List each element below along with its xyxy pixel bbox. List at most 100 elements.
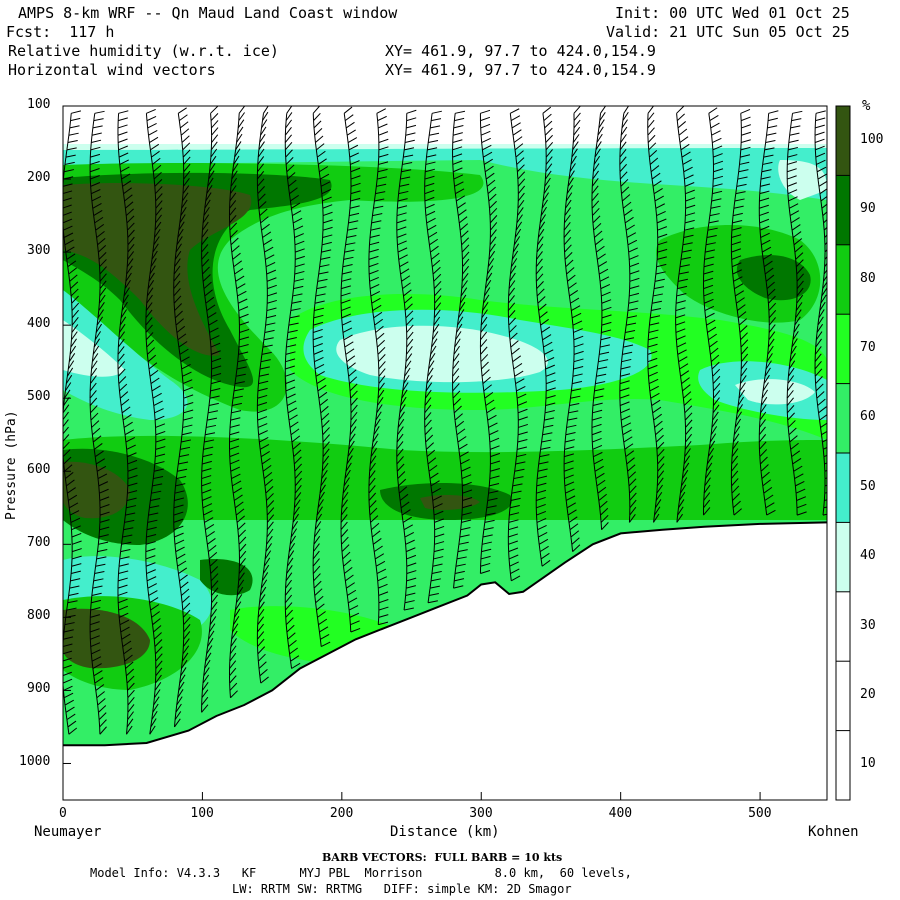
wind-barb-feather xyxy=(650,165,660,173)
wind-barb-feather xyxy=(154,415,165,421)
wind-barb-staff xyxy=(595,478,598,486)
wind-barb-feather xyxy=(768,309,777,319)
wind-barb-staff xyxy=(264,551,267,559)
wind-barb-staff xyxy=(480,317,483,326)
wind-barb-staff xyxy=(285,164,288,172)
wind-barb-feather xyxy=(232,487,243,494)
wind-barb-feather xyxy=(761,169,772,173)
wind-barb-feather xyxy=(675,314,686,319)
wind-barb-feather xyxy=(317,611,326,618)
wind-barb-feather xyxy=(182,638,190,647)
wind-barb-feather xyxy=(257,409,268,414)
wind-barb-staff xyxy=(98,485,100,494)
wind-barb-staff xyxy=(257,376,260,384)
wind-barb-feather xyxy=(378,621,389,626)
wind-barb-staff xyxy=(620,420,623,428)
wind-barb-staff xyxy=(153,690,156,698)
wind-barb-staff xyxy=(541,332,544,340)
wind-barb-feather xyxy=(175,243,182,253)
wind-barb-staff xyxy=(317,500,320,508)
wind-barb-feather xyxy=(342,327,353,333)
wind-barb-feather xyxy=(796,287,804,297)
wind-barb-feather xyxy=(535,266,543,275)
wind-barb-feather xyxy=(346,129,356,136)
wind-barb-feather xyxy=(759,419,766,428)
wind-barb-feather xyxy=(148,272,155,282)
wind-barbs xyxy=(63,106,827,735)
wind-barb-feather xyxy=(183,631,191,640)
wind-barb-staff xyxy=(564,434,567,443)
y-tick-label: 100 xyxy=(27,97,51,112)
wind-barb-staff xyxy=(655,208,658,216)
wind-barb-feather xyxy=(345,462,352,472)
wind-barb-feather xyxy=(823,218,827,224)
wind-barb-staff xyxy=(815,390,818,399)
wind-barb-feather xyxy=(235,141,242,151)
wind-barb-feather xyxy=(424,419,432,428)
wind-barb-feather xyxy=(536,489,547,494)
wind-barb-feather xyxy=(396,212,407,217)
wind-barb-feather xyxy=(629,506,637,516)
wind-barb-feather xyxy=(541,326,551,333)
colorbar-label: 50 xyxy=(860,478,876,494)
wind-barb-feather xyxy=(203,281,212,290)
wind-barb-staff xyxy=(147,515,149,523)
wind-barb-staff xyxy=(231,398,234,406)
wind-barb-staff xyxy=(400,164,403,172)
wind-barb-feather xyxy=(647,119,655,129)
wind-barb-feather xyxy=(434,541,445,545)
wind-barb-feather xyxy=(237,579,245,589)
wind-barb-feather xyxy=(647,134,656,143)
wind-barb-staff xyxy=(205,193,208,202)
wind-barb-staff xyxy=(482,529,485,538)
wind-barb-staff xyxy=(90,420,93,428)
wind-barb-staff xyxy=(177,230,180,238)
wind-barb-staff xyxy=(265,310,268,318)
wind-barb-feather xyxy=(432,563,443,567)
wind-barb-feather xyxy=(628,471,637,479)
wind-barb-staff xyxy=(204,295,207,304)
wind-barb-staff xyxy=(98,259,101,267)
wind-barb-staff xyxy=(95,230,98,238)
wind-barb-feather xyxy=(489,483,500,487)
wind-barb-feather xyxy=(508,310,516,319)
wind-barb-feather xyxy=(545,364,555,370)
wind-barb-feather xyxy=(768,295,776,304)
wind-barb-staff xyxy=(513,368,516,377)
wind-barb-staff xyxy=(538,222,541,231)
wind-barb-feather xyxy=(511,490,522,494)
humidity-band-90-right xyxy=(736,255,811,301)
wind-barb-staff xyxy=(761,390,764,399)
wind-barb-feather xyxy=(515,221,523,231)
wind-barb-feather xyxy=(201,251,209,260)
wind-barb-feather xyxy=(201,236,209,246)
wind-barb-staff xyxy=(403,295,405,304)
wind-barb-staff xyxy=(707,222,710,231)
wind-barb-feather xyxy=(94,571,105,575)
wind-barb-feather xyxy=(594,230,603,238)
wind-barb-staff xyxy=(429,354,432,362)
wind-barb-feather xyxy=(63,629,74,633)
wind-barb-feather xyxy=(178,341,188,348)
wind-barb-feather xyxy=(127,490,138,494)
wind-barb-staff xyxy=(759,412,762,421)
wind-barb-feather xyxy=(229,660,237,669)
wind-barb-feather xyxy=(93,670,103,677)
wind-barb-feather xyxy=(155,207,163,216)
wind-barb-feather xyxy=(760,404,767,414)
wind-barb-staff xyxy=(97,252,100,260)
wind-barb-staff xyxy=(120,544,123,552)
wind-barb-feather xyxy=(623,344,634,348)
wind-barb-feather xyxy=(462,489,473,494)
wind-barb-staff xyxy=(404,595,407,603)
wind-barb-feather xyxy=(181,135,190,143)
wind-barb-feather xyxy=(452,383,460,392)
wind-barb-feather xyxy=(371,440,378,450)
wind-barb-feather xyxy=(462,258,470,268)
wind-barb-feather xyxy=(710,354,720,363)
wind-barb-feather xyxy=(456,428,466,436)
wind-barb-staff xyxy=(400,398,403,406)
wind-barb-staff xyxy=(766,120,769,128)
wind-barb-feather xyxy=(345,121,355,129)
wind-barb-staff xyxy=(537,529,539,538)
